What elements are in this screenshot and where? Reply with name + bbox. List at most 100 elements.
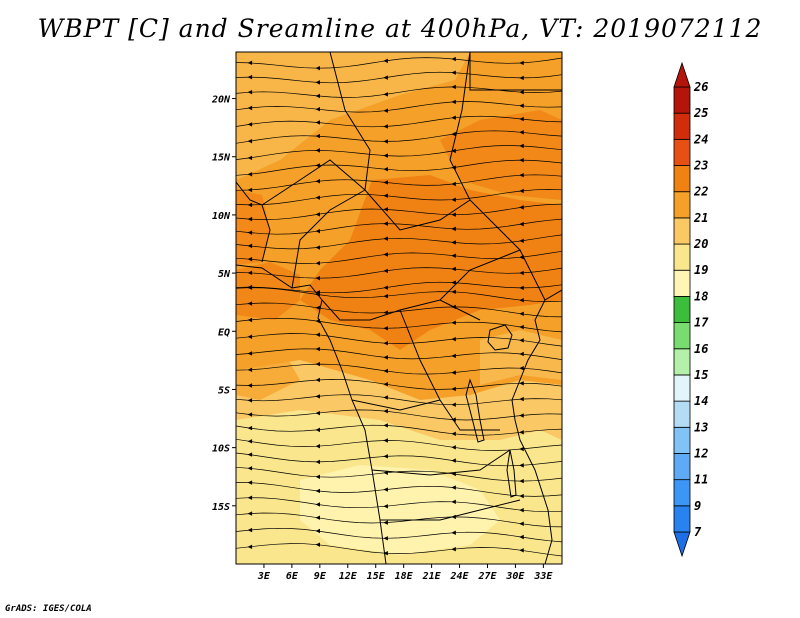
- lon-tick-label: 12E: [339, 571, 358, 582]
- streamline: [236, 71, 562, 84]
- streamline-arrow: [519, 534, 524, 540]
- streamline-arrow: [315, 65, 320, 71]
- streamline-arrow: [519, 143, 524, 149]
- streamline-arrow: [519, 521, 524, 526]
- streamline-arrow: [519, 75, 524, 81]
- streamline-arrow: [451, 212, 456, 217]
- border-3: [364, 189, 471, 231]
- streamline-arrow: [247, 122, 253, 127]
- streamline-arrow: [315, 488, 320, 494]
- streamline-arrow: [247, 466, 253, 471]
- streamline: [236, 394, 562, 406]
- streamline-arrow: [451, 115, 456, 120]
- streamline-arrow: [315, 332, 320, 337]
- streamline-arrow: [383, 207, 388, 212]
- border-6: [321, 299, 481, 321]
- colorbar-swatch: [673, 269, 691, 297]
- streamline-arrow: [519, 130, 524, 135]
- streamline-arrow: [383, 153, 388, 158]
- streamline-arrow: [519, 463, 524, 468]
- streamline-arrow: [247, 172, 253, 177]
- streamline-arrow: [383, 454, 388, 459]
- streamline: [236, 101, 562, 113]
- streamline-arrow: [451, 226, 456, 232]
- streamline: [236, 302, 562, 318]
- border-7: [291, 189, 366, 289]
- streamline-arrow: [451, 370, 456, 375]
- streamline-arrow: [383, 438, 388, 443]
- streamline-arrow: [383, 75, 388, 80]
- streamline-arrow: [451, 253, 456, 258]
- streamline-arrow: [519, 103, 524, 108]
- streamline-arrow: [451, 499, 456, 505]
- lon-tick-label: 21E: [422, 571, 442, 582]
- streamline: [236, 281, 562, 294]
- streamline-arrow: [383, 504, 388, 509]
- latitude-axis: 20N 15N 10N 5N EQ 5S 10S 15S: [211, 95, 236, 513]
- colorbar-label: 15: [694, 368, 708, 382]
- streamline: [236, 348, 562, 360]
- streamline-arrow: [247, 334, 253, 339]
- streamline-arrow: [247, 527, 253, 533]
- streamline-arrow: [519, 60, 524, 66]
- lon-tick-label: 6E: [286, 571, 299, 582]
- colorbar-label: 17: [694, 316, 709, 330]
- lat-tick-label: 10N: [212, 211, 231, 222]
- streamline-arrow: [247, 452, 253, 457]
- streamline-arrow: [315, 195, 320, 200]
- colorbar-swatch: [673, 322, 691, 350]
- streamline-arrow: [451, 458, 456, 463]
- colorbar-swatch: [673, 243, 691, 271]
- colorbar-label: 21: [693, 211, 708, 225]
- streamline-arrow: [247, 256, 253, 262]
- lat-tick-label: 5S: [218, 385, 230, 396]
- streamline-arrow: [315, 474, 320, 480]
- streamline: [236, 145, 562, 160]
- lon-tick-label: 3E: [257, 571, 271, 582]
- streamline: [236, 174, 562, 191]
- colorbar-label: 26: [693, 80, 708, 94]
- streamline-arrow: [247, 301, 253, 306]
- streamline-arrow: [247, 412, 253, 417]
- colorbar-swatch: [673, 453, 691, 481]
- streamline-arrow: [519, 366, 524, 371]
- streamline-arrow: [451, 336, 456, 342]
- streamline-arrow: [519, 446, 524, 452]
- wbpt-region-23-northeast: [440, 110, 562, 200]
- streamline-arrow: [519, 478, 524, 484]
- streamline: [236, 543, 562, 557]
- streamline-arrow: [247, 511, 253, 516]
- streamline-arrow: [247, 89, 253, 95]
- streamline-arrow: [519, 548, 524, 553]
- streamline-arrow: [383, 58, 388, 64]
- streamline-arrow: [451, 320, 456, 325]
- streamline-arrow: [247, 317, 253, 323]
- streamline: [236, 317, 562, 333]
- colorbar-swatch: [673, 217, 691, 245]
- streamline-arrow: [315, 245, 320, 250]
- lake-tanganyika: [465, 378, 485, 443]
- streamline-arrow: [519, 493, 524, 499]
- border-10: [371, 449, 511, 476]
- lat-tick-label: 20N: [211, 95, 231, 106]
- streamline-arrow: [247, 544, 253, 550]
- streamline: [236, 527, 562, 543]
- streamline-arrow: [519, 238, 524, 244]
- streamline-arrow: [451, 266, 456, 272]
- streamline-arrow: [519, 311, 524, 317]
- streamline-arrow: [519, 172, 524, 178]
- streamline-arrow: [315, 542, 320, 547]
- streamline-arrow: [383, 341, 388, 346]
- streamline-arrow: [315, 346, 320, 352]
- streamline-arrow: [247, 243, 253, 249]
- border-2: [329, 52, 371, 191]
- streamline-arrow: [383, 268, 388, 274]
- colorbar: 7 9 11 12 13 14 15 16 17 18 19 20 21 22 23 24 25 26: [673, 61, 709, 558]
- streamline-arrow: [315, 80, 320, 85]
- streamline-arrow: [383, 294, 388, 299]
- streamline-arrow: [315, 133, 320, 139]
- streamline-arrow: [451, 56, 456, 62]
- colorbar-label: 9: [694, 499, 701, 513]
- streamline-arrow: [315, 427, 320, 433]
- streamline-arrow: [519, 413, 524, 418]
